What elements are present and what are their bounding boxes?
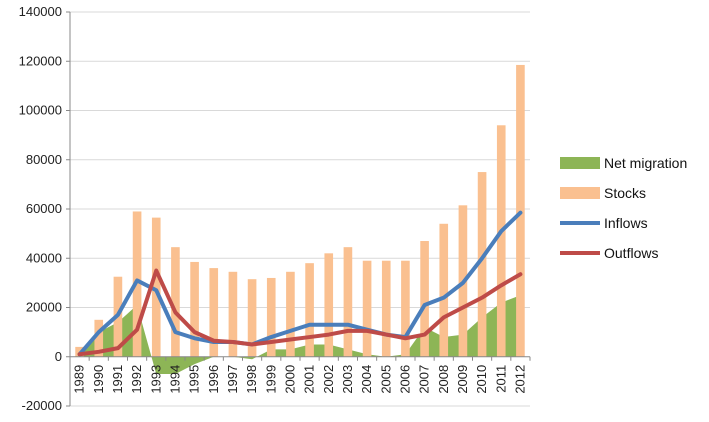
stocks-bar-1997 [228,271,238,357]
stocks-bar-2004 [362,260,372,357]
x-tick-labels: 1989 1990 1991 1992 1993 1994 1995 1996 1997 1998… [72,365,528,394]
x-tick-label-1993: 1993 [148,365,163,394]
stocks-bar-2000 [286,271,295,357]
stocks-bar-2005 [381,260,391,357]
x-tick-label-2006: 2006 [397,365,412,394]
x-tick-label-2008: 2008 [436,365,451,394]
y-tick-labels: -20000 0 20000 40000 60000 80000 100000 120000 1… [19,4,62,413]
x-tick-label-2005: 2005 [378,365,393,394]
stocks-bar-1990 [94,319,104,357]
y-tick-label: 0 [55,349,62,364]
legend-label-inflows: Inflows [604,215,648,231]
y-tick-label: 20000 [26,300,62,315]
x-tick-label-1989: 1989 [72,365,87,394]
x-tick-label-2002: 2002 [321,365,336,394]
stocks-bar-1996 [209,268,219,357]
x-tick-label-2007: 2007 [417,365,432,394]
outflows-line [77,268,523,357]
x-tick-label-2009: 2009 [455,365,470,394]
x-tick-label-1991: 1991 [110,365,125,394]
stocks-bar-2010 [477,172,487,357]
gridlines [70,11,530,407]
x-tick-label-2012: 2012 [512,365,527,394]
legend-label-net-migration: Net migration [604,155,687,171]
x-tick-label-1992: 1992 [129,365,144,394]
stocks-bar-2003 [343,247,353,357]
x-tick-label-2010: 2010 [474,365,489,394]
x-tick-label-2001: 2001 [302,365,317,394]
y-tick-label: 60000 [26,201,62,216]
y-tick-label: 140000 [19,4,62,19]
line-series-layer [77,210,523,357]
x-tick-label-1995: 1995 [187,365,202,394]
y-tick-label: -20000 [22,398,62,413]
stocks-bar-1994 [171,247,180,357]
stocks-bar-2007 [420,241,429,357]
stocks-bar-1999 [266,277,276,357]
net-migration-area-layer [79,295,521,374]
legend-swatch-net-migration [560,157,600,169]
x-tick-label-2004: 2004 [359,365,374,394]
axes [66,11,531,407]
stocks-bar-1993 [151,217,161,357]
x-tick-label-1999: 1999 [263,365,278,394]
x-tick-label-1998: 1998 [244,365,259,394]
y-tick-label: 40000 [26,250,62,265]
net-migration-area [79,295,521,374]
x-tick-label-2003: 2003 [340,365,355,394]
legend-label-stocks: Stocks [604,185,646,201]
stocks-bar-1995 [190,261,199,357]
legend-label-outflows: Outflows [604,245,658,261]
x-tick-label-2011: 2011 [493,365,508,393]
x-tick-label-1996: 1996 [206,365,221,394]
stocks-bar-2001 [305,263,314,357]
inflows-line [77,210,523,357]
stocks-bar-2011 [496,125,506,357]
y-tick-label: 100000 [19,103,62,118]
legend: Net migration Stocks Inflows Outflows [560,155,687,261]
stocks-bar-1998 [247,279,257,357]
x-tick-label-1994: 1994 [167,365,182,394]
x-tick-label-2000: 2000 [282,365,297,394]
y-tick-label: 80000 [26,152,62,167]
x-tick-label-1990: 1990 [91,365,106,394]
stocks-bar-2008 [439,223,449,357]
x-tick-label-1997: 1997 [225,365,240,394]
y-tick-label: 120000 [19,53,62,68]
stocks-bar-2006 [401,260,410,357]
legend-swatch-stocks [560,187,600,199]
stocks-bar-2002 [324,253,334,357]
